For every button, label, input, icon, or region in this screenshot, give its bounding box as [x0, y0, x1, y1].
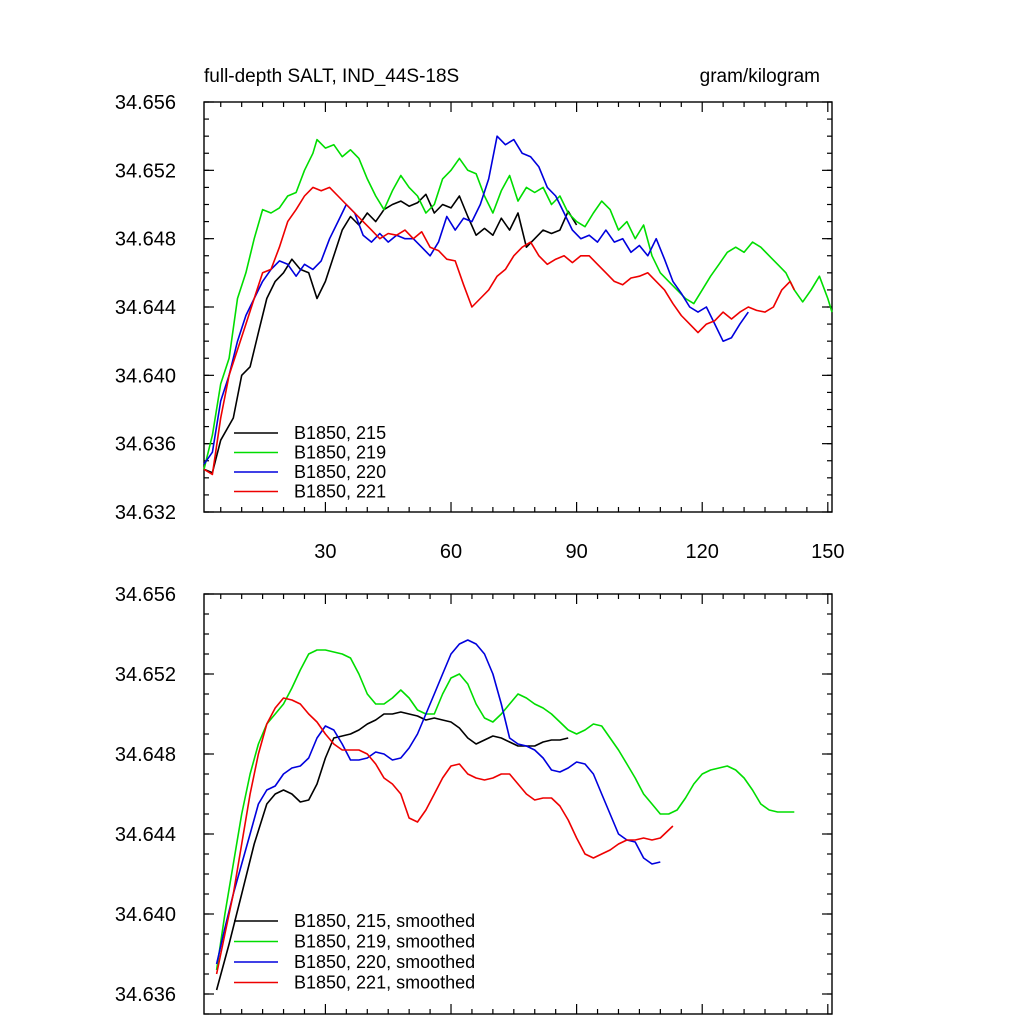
- panel-top-units: gram/kilogram: [700, 66, 820, 87]
- y-tick-label-top: 34.636: [115, 434, 176, 456]
- legend-label-top-2: B1850, 220: [294, 462, 386, 482]
- x-tick-label-top-150: 150: [811, 541, 844, 563]
- y-tick-label-bottom: 34.640: [115, 904, 176, 926]
- y-tick-label-top: 34.632: [115, 502, 176, 524]
- series-line-bottom-1: [215, 649, 795, 971]
- legend-label-top-3: B1850, 221: [294, 482, 386, 502]
- x-tick-label-top-90: 90: [565, 541, 587, 563]
- y-tick-label-bottom: 34.656: [115, 584, 176, 606]
- series-line-top-0: [203, 193, 578, 474]
- legend-label-top-1: B1850, 219: [294, 443, 386, 463]
- x-tick-label-top-60: 60: [440, 541, 462, 563]
- legend-label-bottom-0: B1850, 215, smoothed: [294, 911, 475, 931]
- y-tick-label-bottom: 34.644: [115, 824, 176, 846]
- y-tick-label-top: 34.648: [115, 229, 176, 251]
- panel-bottom: 34.636 34.640 34.644 34.648 34.652 34.656 B185…: [115, 584, 833, 1015]
- x-tick-label-top-30: 30: [314, 541, 336, 563]
- plot-frame-bottom: [203, 593, 833, 1015]
- legend-label-bottom-2: B1850, 220, smoothed: [294, 952, 475, 972]
- legend-label-bottom-3: B1850, 221, smoothed: [294, 973, 475, 993]
- y-tick-label-top: 34.656: [115, 92, 176, 114]
- y-tick-label-bottom: 34.648: [115, 744, 176, 766]
- series-line-bottom-3: [215, 697, 674, 975]
- legend-label-top-0: B1850, 215: [294, 423, 386, 443]
- series-line-top-3: [203, 186, 796, 476]
- y-tick-label-top: 34.652: [115, 160, 176, 182]
- y-tick-label-bottom: 34.652: [115, 664, 176, 686]
- legend-label-bottom-1: B1850, 219, smoothed: [294, 932, 475, 952]
- x-tick-label-top-120: 120: [686, 541, 719, 563]
- series-line-bottom-2: [215, 639, 661, 965]
- y-tick-label-top: 34.640: [115, 365, 176, 387]
- panel-top: full-depth SALT, IND_44S-18S gram/kilogr…: [115, 66, 845, 563]
- y-tick-label-bottom: 34.636: [115, 984, 176, 1006]
- series-line-top-2: [203, 135, 749, 465]
- y-tick-label-top: 34.644: [115, 297, 176, 319]
- panel-top-title: full-depth SALT, IND_44S-18S: [204, 66, 459, 87]
- series-line-bottom-0: [215, 711, 569, 991]
- series-line-top-1: [203, 138, 833, 470]
